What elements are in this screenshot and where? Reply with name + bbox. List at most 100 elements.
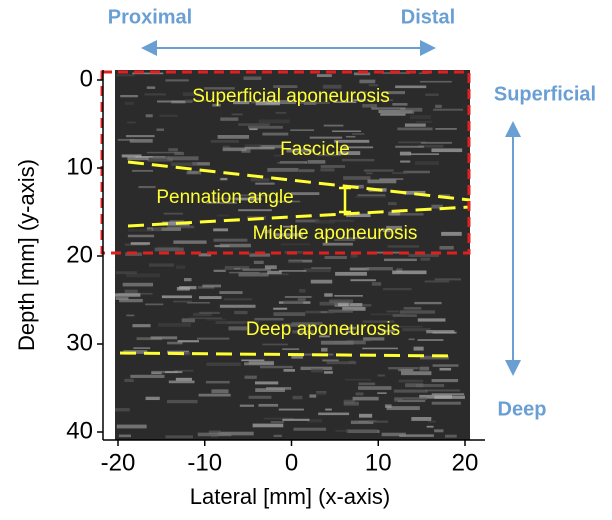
speckle	[425, 280, 450, 282]
speckle	[164, 213, 183, 215]
speckle	[199, 312, 220, 314]
speckle	[346, 136, 356, 138]
speckle	[262, 133, 288, 136]
speckle	[358, 386, 391, 390]
speckle	[435, 105, 442, 108]
speckle	[320, 168, 334, 171]
y-tick-label: 20	[66, 241, 93, 268]
speckle	[283, 301, 303, 305]
speckle	[125, 290, 138, 294]
speckle	[425, 389, 460, 391]
speckle	[221, 178, 227, 180]
speckle	[243, 76, 261, 80]
direction-label: Proximal	[108, 6, 192, 28]
speckle	[433, 364, 459, 366]
speckle	[350, 268, 369, 271]
speckle	[335, 272, 367, 276]
speckle	[394, 398, 403, 401]
speckle	[410, 115, 431, 119]
speckle	[322, 359, 339, 361]
speckle	[220, 244, 251, 248]
speckle	[155, 248, 184, 252]
speckle	[388, 367, 418, 369]
annotation: Fascicle	[280, 139, 350, 160]
speckle	[377, 392, 386, 394]
speckle	[335, 341, 366, 344]
speckle	[214, 270, 226, 272]
speckle	[124, 379, 133, 382]
speckle	[167, 400, 197, 403]
speckle	[259, 119, 290, 123]
speckle	[198, 433, 232, 437]
speckle	[176, 378, 192, 381]
speckle	[299, 289, 305, 293]
speckle	[173, 301, 192, 303]
speckle	[291, 192, 320, 195]
figure: 010203040-20-1001020Lateral [mm] (x-axis…	[0, 0, 612, 520]
speckle	[224, 298, 252, 300]
speckle	[248, 126, 283, 129]
speckle	[138, 186, 155, 188]
speckle	[345, 379, 371, 381]
speckle	[279, 409, 304, 411]
speckle	[388, 245, 420, 247]
speckle	[120, 95, 138, 97]
speckle	[116, 74, 134, 76]
speckle	[285, 296, 312, 298]
speckle	[332, 130, 361, 132]
speckle	[245, 376, 257, 379]
annotation: Deep aponeurosis	[246, 319, 400, 340]
speckle	[116, 271, 137, 274]
speckle	[234, 268, 240, 270]
speckle	[179, 286, 196, 289]
annotation: Superficial aponeurosis	[192, 86, 390, 107]
speckle	[393, 314, 417, 317]
speckle	[439, 368, 451, 371]
speckle	[400, 152, 411, 156]
speckle	[397, 128, 432, 131]
speckle	[303, 268, 330, 272]
speckle	[238, 123, 270, 125]
speckle	[400, 161, 410, 163]
speckle	[273, 312, 305, 316]
speckle	[384, 259, 417, 261]
speckle	[392, 172, 407, 174]
speckle	[401, 371, 431, 375]
speckle	[420, 258, 430, 261]
speckle	[220, 305, 256, 308]
speckle	[364, 169, 394, 171]
speckle	[241, 274, 257, 276]
speckle	[418, 318, 446, 321]
speckle	[260, 366, 293, 368]
speckle	[153, 156, 170, 159]
speckle	[317, 391, 326, 395]
speckle	[282, 348, 299, 350]
speckle	[324, 125, 344, 127]
speckle	[165, 79, 188, 81]
speckle	[394, 390, 428, 393]
speckle	[382, 433, 406, 436]
speckle	[262, 344, 287, 346]
speckle	[232, 114, 243, 116]
speckle	[165, 371, 182, 373]
speckle	[372, 282, 381, 286]
speckle	[395, 146, 424, 148]
speckle	[132, 324, 150, 327]
speckle	[214, 239, 248, 242]
speckle	[202, 285, 221, 288]
speckle	[414, 347, 424, 351]
speckle	[186, 171, 201, 175]
speckle	[271, 421, 284, 423]
speckle	[145, 303, 163, 305]
speckle	[293, 428, 326, 431]
speckle	[317, 74, 332, 77]
speckle	[425, 94, 438, 96]
speckle	[434, 429, 443, 432]
speckle	[369, 420, 377, 422]
speckle	[146, 114, 153, 117]
speckle	[427, 426, 434, 428]
speckle	[346, 429, 377, 433]
speckle	[299, 169, 315, 172]
speckle	[147, 86, 155, 89]
speckle	[321, 348, 327, 352]
